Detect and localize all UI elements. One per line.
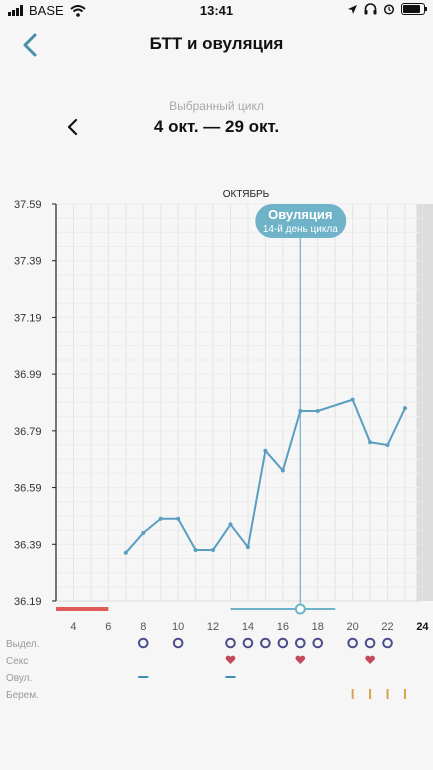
sex-heart-icon[interactable] xyxy=(295,655,306,664)
signal-icon xyxy=(8,5,23,16)
discharge-marker[interactable] xyxy=(137,637,149,649)
ovulation-subtitle: 14-й день цикла xyxy=(263,224,338,235)
chevron-left-icon xyxy=(67,118,78,136)
page-title: БТТ и овуляция xyxy=(149,34,284,53)
discharge-marker[interactable] xyxy=(172,637,184,649)
alarm-icon xyxy=(383,4,395,15)
temperature-point xyxy=(385,443,390,448)
location-icon xyxy=(348,4,357,14)
x-tick-label: 22 xyxy=(381,621,393,633)
status-bar: BASE 13:41 xyxy=(0,0,433,22)
ovulation-title: Овуляция xyxy=(268,207,332,222)
status-time: 13:41 xyxy=(199,3,234,18)
row-label: Выдел. xyxy=(6,639,40,650)
discharge-marker[interactable] xyxy=(225,637,236,649)
discharge-marker[interactable] xyxy=(347,637,358,649)
discharge-marker[interactable] xyxy=(364,637,376,649)
x-tick-label: 10 xyxy=(172,621,184,633)
temperature-point xyxy=(350,397,355,402)
x-tick-label: 12 xyxy=(207,621,219,633)
temperature-point xyxy=(176,516,181,521)
discharge-marker[interactable] xyxy=(382,637,393,649)
temperature-point xyxy=(263,448,268,453)
temperature-point xyxy=(315,409,320,414)
x-tick-label: 16 xyxy=(277,621,289,633)
sex-heart-icon[interactable] xyxy=(365,655,375,664)
discharge-marker[interactable] xyxy=(312,637,324,649)
today-band xyxy=(416,204,433,601)
y-tick-label: 36.59 xyxy=(14,483,42,495)
temperature-point xyxy=(280,468,285,473)
status-left: BASE xyxy=(8,3,86,18)
temperature-point xyxy=(211,547,216,552)
temperature-point xyxy=(193,547,198,552)
x-tick-label: 14 xyxy=(242,621,254,633)
sex-heart-icon[interactable] xyxy=(225,655,236,664)
ovulation-day-marker[interactable] xyxy=(294,603,306,615)
row-label: Секс xyxy=(6,656,28,667)
y-tick-label: 36.39 xyxy=(14,539,42,551)
x-tick-label: 8 xyxy=(140,621,146,633)
x-tick-label: 20 xyxy=(347,621,359,633)
cycle-range: 4 окт. — 29 окт. xyxy=(153,117,280,136)
wifi-icon xyxy=(70,4,86,17)
row-label: Овул. xyxy=(6,673,32,684)
status-right xyxy=(347,3,427,15)
back-button[interactable] xyxy=(18,30,46,60)
x-tick-label: 4 xyxy=(70,621,76,633)
ovulation-badge xyxy=(255,204,347,238)
bbt-chart: ОКТЯБРЬ 37.59 37.39 37.19 36.99 36.79 36.59 36.… xyxy=(6,189,433,701)
temperature-point xyxy=(368,440,373,445)
cycle-caption: Выбранный цикл xyxy=(169,99,264,113)
today-label: 24 xyxy=(416,621,429,633)
battery-icon xyxy=(401,3,427,15)
discharge-marker[interactable] xyxy=(242,637,254,649)
temperature-point xyxy=(141,530,146,535)
x-tick-label: 18 xyxy=(312,621,324,633)
temperature-point xyxy=(403,406,407,411)
y-tick-label: 36.79 xyxy=(14,426,42,438)
nav-bar: БТТ и овуляция xyxy=(0,28,433,64)
x-tick-label: 6 xyxy=(105,621,111,633)
temperature-point xyxy=(123,550,128,555)
previous-cycle-button[interactable] xyxy=(64,116,84,138)
y-tick-label: 37.19 xyxy=(14,312,42,324)
temperature-point xyxy=(158,516,163,521)
temperature-point xyxy=(228,522,233,527)
temperature-point xyxy=(245,545,250,550)
discharge-marker[interactable] xyxy=(295,637,306,649)
y-tick-label: 36.99 xyxy=(14,369,42,381)
headphones-icon xyxy=(364,3,377,15)
y-tick-label: 37.39 xyxy=(14,256,42,268)
y-tick-label: 36.19 xyxy=(14,596,42,608)
month-label: ОКТЯБРЬ xyxy=(223,189,270,200)
temperature-point xyxy=(298,409,303,414)
discharge-marker[interactable] xyxy=(260,637,271,649)
y-tick-label: 37.59 xyxy=(14,199,42,211)
chevron-left-icon xyxy=(23,33,37,57)
row-label: Берем. xyxy=(6,690,39,701)
discharge-marker[interactable] xyxy=(277,637,289,649)
temperature-line xyxy=(125,398,406,554)
carrier-name: BASE xyxy=(29,3,64,18)
